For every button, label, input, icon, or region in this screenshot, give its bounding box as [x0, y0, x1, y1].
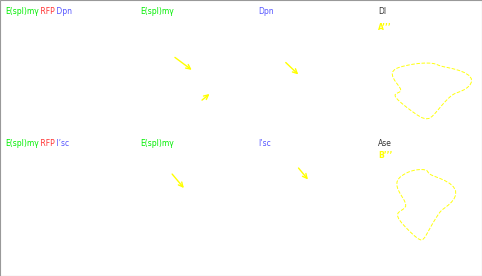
Text: l’sc: l’sc — [54, 139, 69, 148]
Text: RFP: RFP — [38, 139, 54, 148]
Text: Dl: Dl — [378, 7, 387, 16]
Text: A’’’: A’’’ — [378, 23, 391, 32]
Text: neur  clone: neur clone — [7, 261, 38, 266]
Text: E(spl)mγ: E(spl)mγ — [5, 7, 39, 16]
Text: RFP: RFP — [38, 7, 54, 16]
Text: A: A — [5, 23, 11, 32]
Text: B’’: B’’ — [258, 151, 269, 160]
Text: Dpn: Dpn — [258, 7, 273, 16]
Text: A’’: A’’ — [258, 23, 268, 32]
Text: E(spl)mγ: E(spl)mγ — [140, 139, 174, 148]
Text: l’sc: l’sc — [258, 139, 270, 148]
Text: E(spl)mγ: E(spl)mγ — [5, 139, 39, 148]
Text: Dpn: Dpn — [54, 7, 72, 16]
Text: B’: B’ — [137, 151, 146, 160]
Text: B’’’: B’’’ — [378, 151, 392, 160]
Text: Ase: Ase — [378, 139, 392, 148]
Text: B: B — [5, 151, 11, 160]
Text: A’: A’ — [137, 23, 145, 32]
Text: neur clone: neur clone — [7, 132, 36, 137]
Text: E(spl)mγ: E(spl)mγ — [140, 7, 174, 16]
